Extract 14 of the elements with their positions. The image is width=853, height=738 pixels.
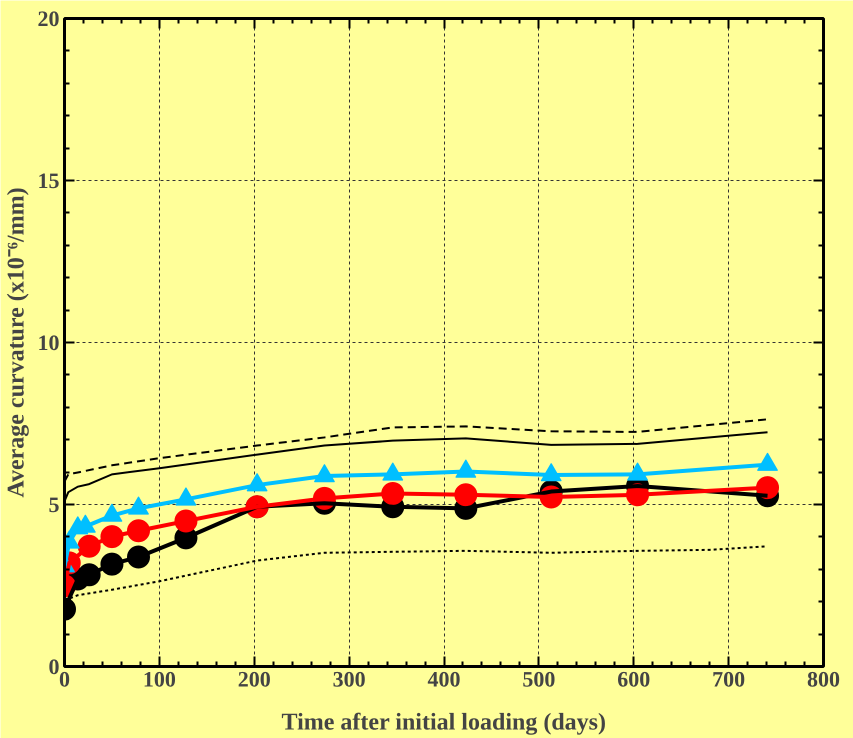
y-tick-label: 15 xyxy=(38,168,60,193)
x-tick-label: 200 xyxy=(238,666,271,692)
x-tick-label: 400 xyxy=(428,666,460,692)
y-axis-title: Average curvature (x10⁻⁶/mm) xyxy=(4,187,30,498)
x-tick-label: 300 xyxy=(332,666,366,692)
x-tick-label: 100 xyxy=(142,666,176,692)
x-tick-label: 600 xyxy=(617,666,650,692)
y-tick-label: 5 xyxy=(48,492,60,517)
x-tick-label: 500 xyxy=(522,666,556,692)
x-axis-title: Time after initial loading (days) xyxy=(282,710,606,736)
x-tick-label: 700 xyxy=(712,666,746,692)
y-tick-label: 20 xyxy=(38,6,60,31)
y-tick-label: 10 xyxy=(38,330,60,355)
x-tick-label: 800 xyxy=(807,666,840,692)
